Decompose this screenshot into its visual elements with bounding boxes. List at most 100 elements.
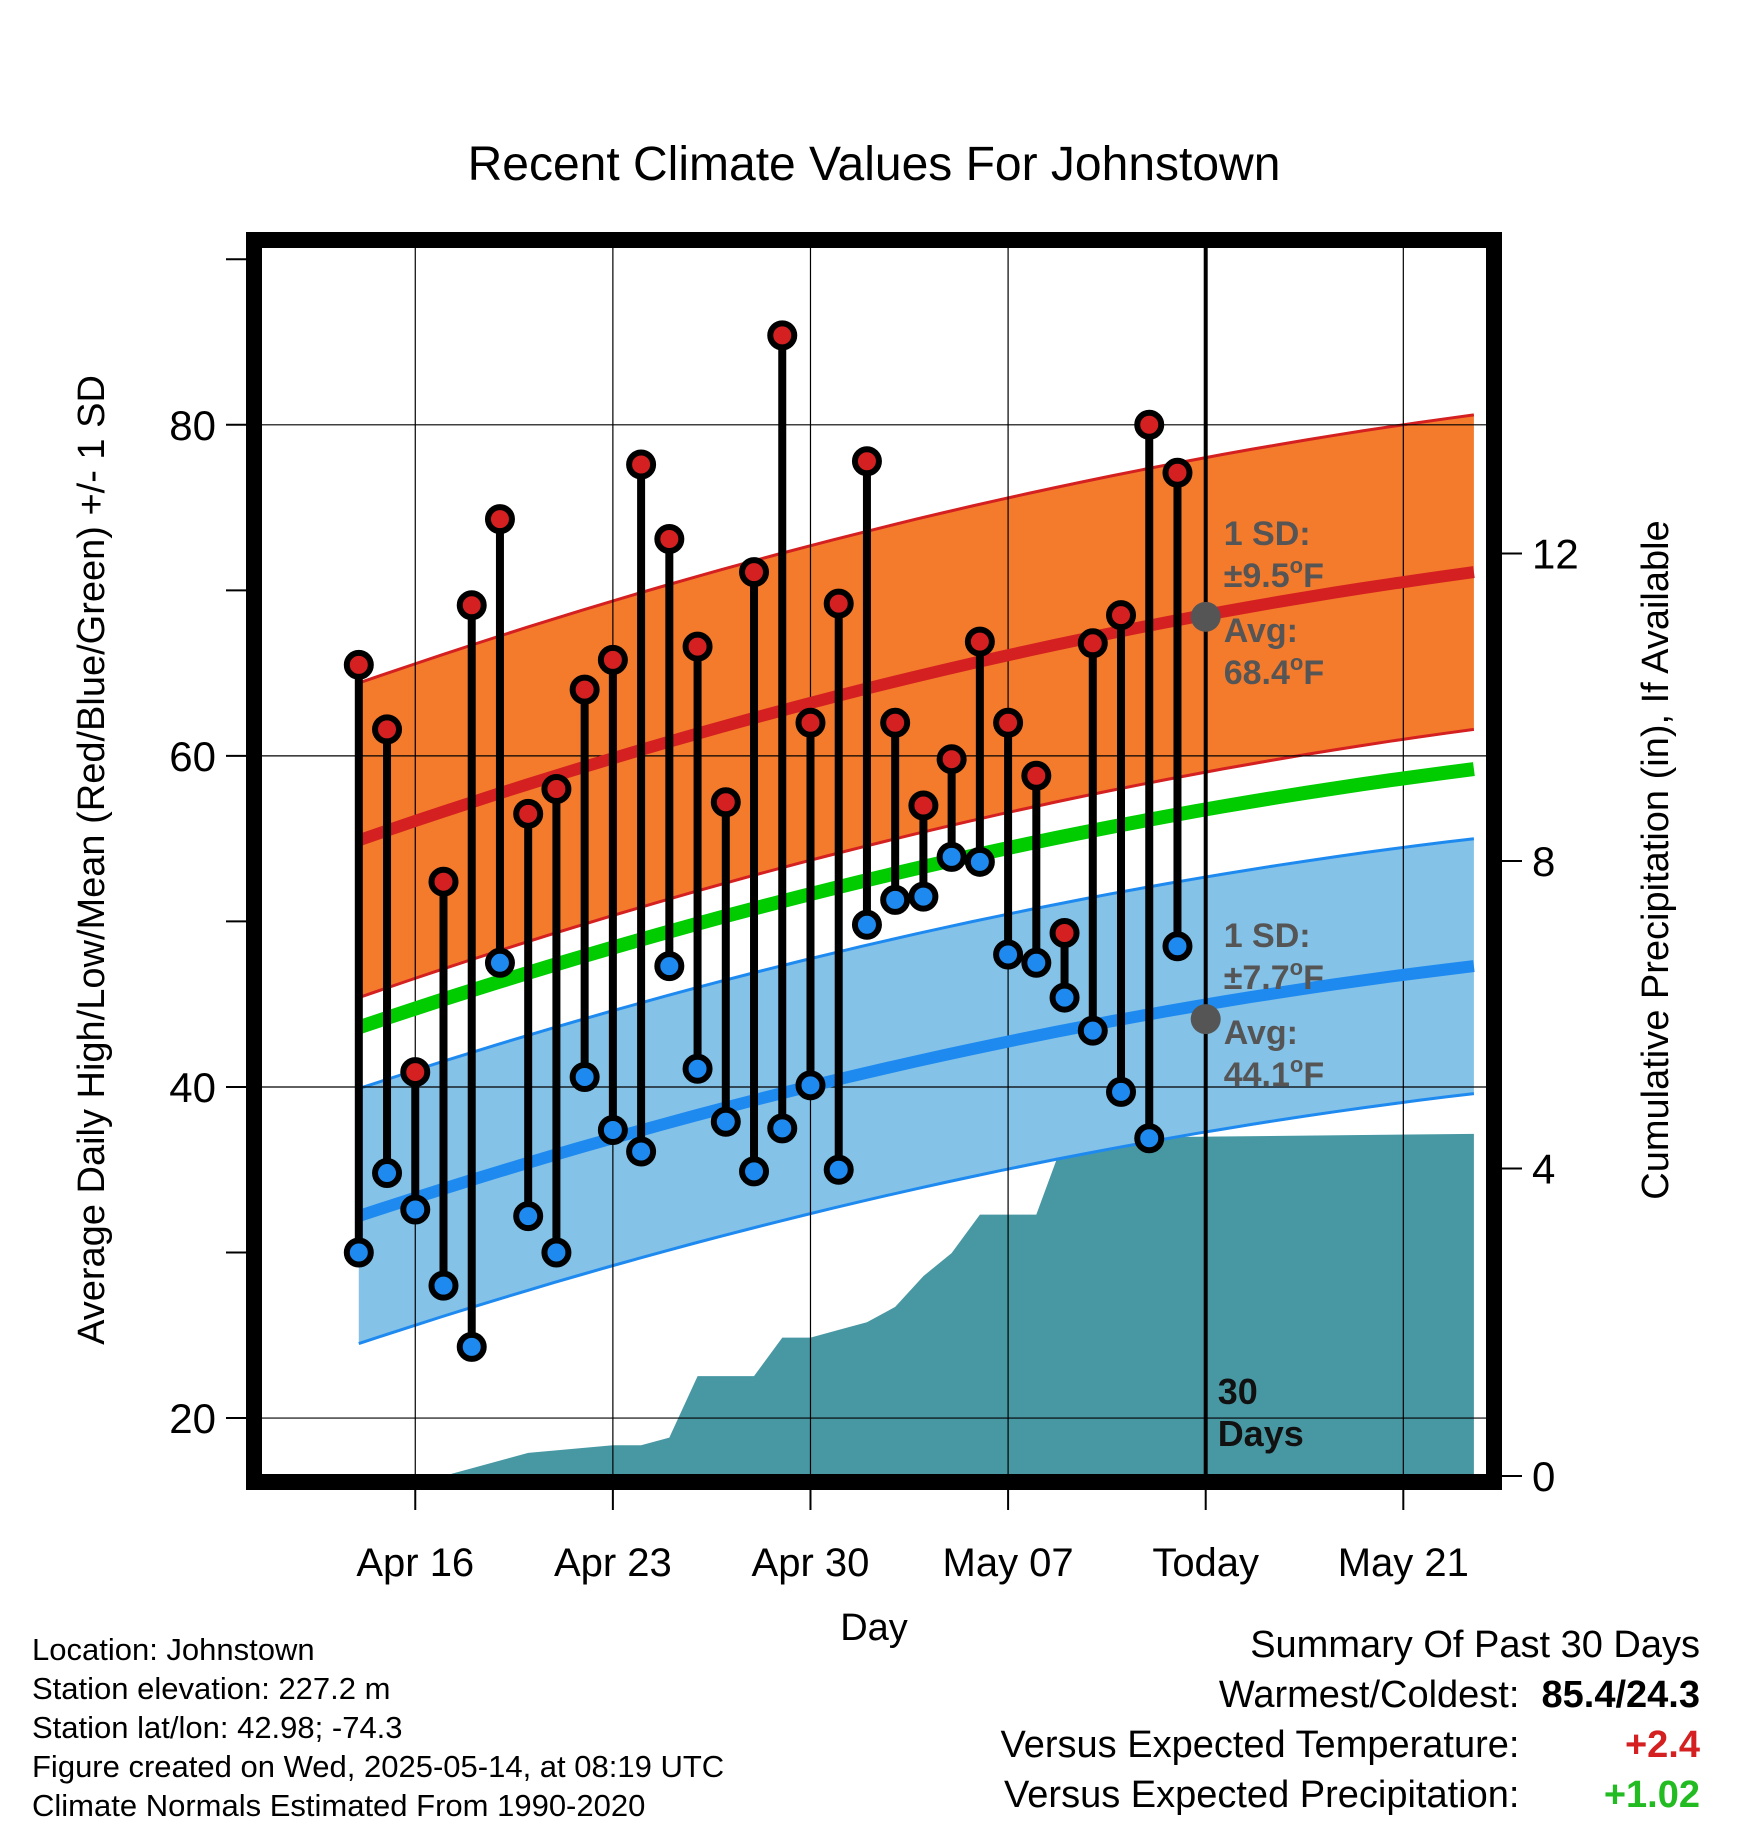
daily-low-point	[626, 1136, 657, 1167]
summary-panel: Summary Of Past 30 Days Warmest/Coldest:…	[1001, 1620, 1700, 1820]
daily-high-point	[513, 798, 544, 829]
daily-high-point	[541, 773, 572, 804]
low-avg-label: Avg:	[1224, 1014, 1298, 1052]
daily-low-point	[823, 1154, 854, 1185]
x-tick-label: Today	[1152, 1541, 1259, 1585]
daily-low-point	[1106, 1076, 1137, 1107]
normals-period: Climate Normals Estimated From 1990-2020	[32, 1788, 646, 1823]
y2-tick-label: 4	[1532, 1146, 1555, 1193]
plot-frame	[246, 232, 1502, 1490]
daily-low-point	[710, 1106, 741, 1137]
daily-low-point	[372, 1158, 403, 1189]
low-normal-line	[356, 960, 1475, 1222]
high-sd-label: 1 SD:	[1224, 515, 1311, 553]
y2-tick-label: 0	[1532, 1453, 1555, 1500]
station-info: Location: Johnstown Station elevation: 2…	[32, 1630, 724, 1825]
daily-low-point	[767, 1113, 798, 1144]
daily-high-point	[908, 790, 939, 821]
low-avg-value: 44.1oF	[1224, 1052, 1324, 1094]
station-latlon: Station lat/lon: 42.98; -74.3	[32, 1710, 403, 1745]
daily-low-point	[795, 1070, 826, 1101]
high-normal-lower-edge	[358, 727, 1475, 1000]
precip-anomaly-value: +1.02	[1603, 1774, 1700, 1816]
daily-high-point	[880, 707, 911, 738]
high-normal-upper-edge	[358, 413, 1475, 685]
daily-high-point	[597, 644, 628, 675]
daily-high-point	[372, 714, 403, 745]
daily-low-point	[569, 1062, 600, 1093]
daily-low-point	[428, 1270, 459, 1301]
y-tick-label: 20	[169, 1395, 216, 1442]
high-normal-line	[356, 566, 1475, 846]
station-elevation: Station elevation: 227.2 m	[32, 1671, 391, 1706]
daily-low-point	[1134, 1123, 1165, 1154]
x-tick-label: Apr 30	[752, 1541, 870, 1585]
daily-high-point	[569, 674, 600, 705]
y-tick-label: 80	[169, 402, 216, 449]
precip-anomaly-label: Versus Expected Precipitation:	[1004, 1774, 1520, 1816]
x-axis-label: Day	[840, 1607, 908, 1649]
daily-low-point	[654, 951, 685, 982]
daily-low-point	[541, 1237, 572, 1268]
daily-low-point	[851, 909, 882, 940]
y2-axis-label: Cumulative Precipitation (in), If Availa…	[1635, 520, 1677, 1199]
daily-low-point	[456, 1331, 487, 1362]
temp-anomaly-value: +2.4	[1624, 1724, 1700, 1766]
daily-high-point	[823, 588, 854, 619]
today-high-avg-marker	[1190, 601, 1221, 632]
temp-anomaly-label: Versus Expected Temperature:	[1000, 1724, 1520, 1766]
daily-high-point	[654, 524, 685, 555]
daily-low-point	[936, 841, 967, 872]
mean-normal-line	[356, 762, 1475, 1035]
x-tick-label: Apr 23	[554, 1541, 672, 1585]
chart-title: Recent Climate Values For Johnstown	[468, 138, 1281, 191]
x-tick-label: Apr 16	[356, 1541, 474, 1585]
window-label-days: Days	[1218, 1413, 1304, 1454]
daily-low-point	[1077, 1015, 1108, 1046]
high-avg-label: Avg:	[1224, 612, 1298, 650]
daily-high-point	[795, 707, 826, 738]
y-tick-label: 60	[169, 733, 216, 780]
daily-high-point	[767, 320, 798, 351]
low-normal-lower-edge	[358, 1092, 1475, 1346]
y2-tick-label: 8	[1532, 838, 1555, 885]
daily-high-point	[1106, 600, 1137, 631]
daily-high-point	[851, 446, 882, 477]
low-normal-band	[358, 838, 1474, 1344]
daily-high-point	[936, 744, 967, 775]
summary-heading: Summary Of Past 30 Days	[1250, 1624, 1700, 1666]
window-label-number: 30	[1218, 1371, 1258, 1412]
precip-area	[358, 1133, 1474, 1476]
y2-tick-label: 12	[1532, 531, 1579, 578]
station-location: Location: Johnstown	[32, 1632, 315, 1667]
summary-warm-cold: Warmest/Coldest: 85.4/24.3	[1001, 1670, 1700, 1720]
x-tick-label: May 21	[1338, 1541, 1469, 1585]
daily-low-point	[739, 1156, 770, 1187]
daily-low-point	[1021, 947, 1052, 978]
warm-cold-value: 85.4/24.3	[1541, 1674, 1700, 1716]
low-normal-upper-edge	[358, 837, 1475, 1091]
daily-high-point	[484, 504, 515, 535]
daily-high-point	[1162, 457, 1193, 488]
daily-high-point	[739, 557, 770, 588]
summary-temp: Versus Expected Temperature: +2.4	[1001, 1720, 1700, 1770]
daily-low-point	[484, 947, 515, 978]
x-tick-label: May 07	[943, 1541, 1074, 1585]
daily-low-point	[682, 1053, 713, 1084]
today-low-avg-marker	[1190, 1004, 1221, 1035]
daily-low-point	[993, 939, 1024, 970]
daily-low-point	[880, 884, 911, 915]
daily-high-point	[1134, 409, 1165, 440]
daily-high-point	[993, 707, 1024, 738]
summary-precip: Versus Expected Precipitation: +1.02	[1001, 1770, 1700, 1820]
high-sd-value: ±9.5oF	[1224, 553, 1324, 595]
daily-low-point	[343, 1237, 374, 1268]
daily-high-point	[682, 631, 713, 662]
y-axis-label: Average Daily High/Low/Mean (Red/Blue/Gr…	[71, 375, 113, 1345]
daily-high-point	[400, 1057, 431, 1088]
daily-high-point	[626, 449, 657, 480]
daily-high-point	[710, 787, 741, 818]
high-avg-value: 68.4oF	[1224, 650, 1324, 692]
y-tick-label: 40	[169, 1064, 216, 1111]
